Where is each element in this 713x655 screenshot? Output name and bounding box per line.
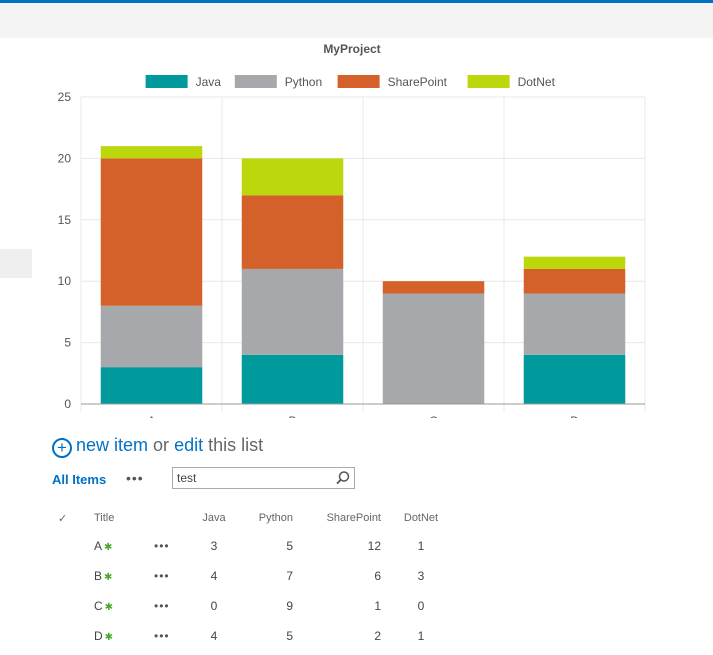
bar-B-sharepoint[interactable] xyxy=(241,195,344,269)
cell-sharepoint: 12 xyxy=(367,539,381,553)
this-list-text: this list xyxy=(208,435,264,455)
cell-java: 0 xyxy=(210,599,218,613)
table-row[interactable]: B ✱ ••• 4 7 6 3 xyxy=(52,561,445,591)
select-all-checkmark[interactable]: ✓ xyxy=(58,512,68,525)
row-select[interactable] xyxy=(52,531,94,561)
bar-A-java[interactable] xyxy=(100,367,203,404)
row-title[interactable]: B xyxy=(94,569,103,583)
chart-legend: Java Python SharePoint DotNet xyxy=(145,75,556,89)
new-item-icon: ✱ xyxy=(104,602,114,613)
table-header-row: ✓ Title Java Python SharePoint DotNet xyxy=(52,505,445,531)
row-menu-button[interactable]: ••• xyxy=(154,629,170,643)
bar-B-python[interactable] xyxy=(241,268,344,355)
search-icon[interactable] xyxy=(334,469,352,487)
cell-sharepoint: 6 xyxy=(374,569,381,583)
bar-D-sharepoint[interactable] xyxy=(523,268,626,294)
table-row[interactable]: C ✱ ••• 0 9 1 0 xyxy=(52,591,445,621)
legend-label-java[interactable]: Java xyxy=(196,75,222,89)
add-circle-icon[interactable]: + xyxy=(52,438,72,458)
legend-swatch-python[interactable] xyxy=(234,75,277,88)
legend-label-dotnet[interactable]: DotNet xyxy=(518,75,556,89)
y-tick-label: 10 xyxy=(58,274,72,288)
row-title[interactable]: D xyxy=(94,629,103,643)
top-accent-line xyxy=(0,0,713,3)
x-tick-label: C xyxy=(429,414,438,418)
column-header-dotnet[interactable]: DotNet xyxy=(403,512,439,524)
row-select[interactable] xyxy=(52,561,94,591)
chart-title: MyProject xyxy=(323,42,380,56)
bar-B-dotnet[interactable] xyxy=(241,158,344,196)
cell-java: 4 xyxy=(210,569,218,583)
column-header-python[interactable]: Python xyxy=(258,512,293,524)
new-item-link[interactable]: new item xyxy=(76,435,149,455)
bar-A-sharepoint[interactable] xyxy=(100,158,203,306)
list-table: ✓ Title Java Python SharePoint DotNet A ✱… xyxy=(52,505,445,651)
row-menu-button[interactable]: ••• xyxy=(154,599,170,613)
bar-B-java[interactable] xyxy=(241,354,344,404)
new-item-icon: ✱ xyxy=(104,632,114,643)
new-item-icon: ✱ xyxy=(104,542,113,553)
legend-label-python[interactable]: Python xyxy=(285,75,322,89)
legend-swatch-dotnet[interactable] xyxy=(467,75,510,88)
x-tick-label: D xyxy=(570,414,579,418)
cell-dotnet: 0 xyxy=(417,599,425,613)
column-header-sharepoint[interactable]: SharePoint xyxy=(326,512,381,524)
chart-axes: 0 5 10 15 20 25 A B C D xyxy=(58,90,645,418)
new-item-bar: + new item or edit this list xyxy=(52,435,263,458)
top-bar xyxy=(0,3,713,38)
cell-dotnet: 1 xyxy=(417,629,425,643)
y-tick-label: 20 xyxy=(58,151,72,165)
table-row[interactable]: D ✱ ••• 4 5 2 1 xyxy=(52,621,445,651)
x-tick-label: B xyxy=(288,414,296,418)
search-input[interactable] xyxy=(177,470,327,486)
legend-label-sharepoint[interactable]: SharePoint xyxy=(388,75,448,89)
search-box xyxy=(172,467,355,489)
table-row[interactable]: A ✱ ••• 3 5 12 1 xyxy=(52,531,445,561)
row-select[interactable] xyxy=(52,591,94,621)
row-menu-button[interactable]: ••• xyxy=(154,539,170,553)
y-tick-label: 5 xyxy=(64,336,71,350)
bar-C-sharepoint[interactable] xyxy=(382,281,485,294)
bar-D-python[interactable] xyxy=(523,293,626,355)
y-tick-label: 15 xyxy=(58,213,72,227)
column-header-spacer xyxy=(154,505,192,531)
or-text: or xyxy=(153,435,170,455)
cell-sharepoint: 1 xyxy=(374,599,381,613)
cell-python: 5 xyxy=(286,629,293,643)
edit-list-link[interactable]: edit xyxy=(174,435,204,455)
legend-swatch-java[interactable] xyxy=(145,75,188,88)
cell-python: 5 xyxy=(286,539,293,553)
x-tick-label: A xyxy=(147,414,155,418)
view-more-button[interactable]: ••• xyxy=(126,470,144,486)
column-header-title[interactable]: Title xyxy=(94,512,115,524)
chart-bars xyxy=(100,146,626,404)
new-item-icon: ✱ xyxy=(104,572,113,583)
cell-java: 3 xyxy=(210,539,218,553)
left-nav-stub xyxy=(0,249,32,278)
row-title[interactable]: C xyxy=(94,599,103,613)
cell-python: 9 xyxy=(286,599,293,613)
view-all-items[interactable]: All Items xyxy=(52,472,107,487)
cell-java: 4 xyxy=(210,629,218,643)
cell-python: 7 xyxy=(286,569,293,583)
cell-sharepoint: 2 xyxy=(374,629,381,643)
cell-dotnet: 1 xyxy=(417,539,425,553)
bar-C-python[interactable] xyxy=(382,293,485,404)
bar-A-python[interactable] xyxy=(100,305,203,368)
legend-swatch-sharepoint[interactable] xyxy=(337,75,380,88)
bar-D-java[interactable] xyxy=(523,354,626,404)
column-header-java[interactable]: Java xyxy=(202,512,226,524)
y-tick-label: 0 xyxy=(64,397,71,411)
row-select[interactable] xyxy=(52,621,94,651)
cell-dotnet: 3 xyxy=(417,569,425,583)
y-tick-label: 25 xyxy=(58,90,72,104)
row-menu-button[interactable]: ••• xyxy=(154,569,170,583)
bar-A-dotnet[interactable] xyxy=(100,146,203,159)
bar-D-dotnet[interactable] xyxy=(523,256,626,269)
stacked-bar-chart: MyProject Java Python SharePoint DotNet 0 5 1… xyxy=(58,42,646,418)
row-title[interactable]: A xyxy=(94,539,103,553)
